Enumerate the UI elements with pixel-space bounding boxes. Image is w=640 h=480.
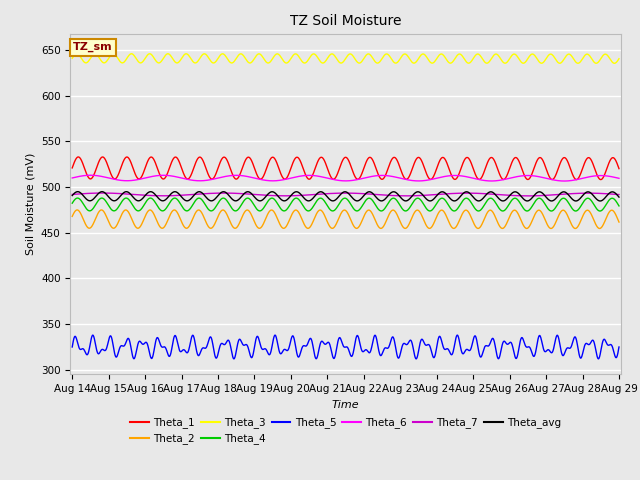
Theta_5 bbox=[454, 332, 461, 338]
Theta_avg bbox=[97, 189, 104, 195]
Theta_4 bbox=[600, 205, 607, 211]
Theta_7 bbox=[68, 192, 76, 197]
Theta_4 bbox=[596, 208, 604, 214]
Theta_avg bbox=[596, 198, 604, 204]
Theta_3 bbox=[499, 59, 507, 65]
Theta_7 bbox=[600, 191, 607, 196]
Theta_6 bbox=[561, 178, 568, 184]
Theta_7 bbox=[96, 190, 104, 196]
Theta_6 bbox=[97, 173, 104, 179]
Y-axis label: Soil Moisture (mV): Soil Moisture (mV) bbox=[26, 153, 35, 255]
Theta_4 bbox=[499, 208, 507, 214]
Theta_1 bbox=[68, 165, 76, 171]
Theta_4 bbox=[600, 206, 607, 212]
Theta_avg bbox=[600, 197, 607, 203]
Theta_3 bbox=[68, 55, 76, 61]
Theta_avg bbox=[68, 192, 76, 198]
Theta_4 bbox=[68, 200, 76, 206]
Theta_4 bbox=[320, 197, 328, 203]
Theta_2 bbox=[74, 207, 81, 213]
Theta_6 bbox=[499, 177, 507, 182]
Theta_6 bbox=[615, 176, 623, 181]
Theta_2 bbox=[600, 221, 607, 227]
Title: TZ Soil Moisture: TZ Soil Moisture bbox=[290, 14, 401, 28]
Theta_5 bbox=[96, 349, 104, 355]
Theta_2 bbox=[499, 226, 507, 231]
Theta_4 bbox=[97, 196, 104, 202]
Theta_7 bbox=[499, 192, 507, 198]
Line: Theta_5: Theta_5 bbox=[72, 335, 619, 359]
Theta_avg bbox=[335, 194, 342, 200]
Line: Theta_3: Theta_3 bbox=[72, 54, 619, 63]
Theta_2 bbox=[68, 214, 76, 219]
Theta_3 bbox=[73, 51, 81, 57]
Theta_5 bbox=[600, 336, 607, 342]
Theta_3 bbox=[600, 52, 607, 58]
Theta_7 bbox=[600, 191, 607, 196]
Theta_5 bbox=[335, 337, 342, 343]
Theta_1 bbox=[600, 174, 607, 180]
Theta_3 bbox=[599, 52, 607, 58]
Theta_1 bbox=[320, 156, 328, 162]
Theta_6 bbox=[86, 172, 94, 178]
Theta_1 bbox=[499, 177, 507, 182]
Theta_2 bbox=[335, 216, 342, 222]
Theta_7 bbox=[99, 190, 106, 196]
Theta_1 bbox=[74, 154, 82, 160]
Theta_1 bbox=[615, 166, 623, 171]
Text: TZ_sm: TZ_sm bbox=[73, 42, 113, 52]
Line: Theta_1: Theta_1 bbox=[72, 157, 619, 180]
Theta_2 bbox=[615, 219, 623, 225]
Theta_6 bbox=[335, 178, 342, 183]
Theta_4 bbox=[74, 195, 81, 201]
Theta_7 bbox=[524, 193, 532, 199]
Theta_avg bbox=[74, 189, 81, 194]
Theta_3 bbox=[97, 57, 104, 62]
Theta_1 bbox=[600, 174, 607, 180]
Theta_avg bbox=[600, 196, 607, 202]
Theta_5 bbox=[499, 339, 507, 345]
Theta_5 bbox=[68, 344, 76, 350]
Theta_6 bbox=[320, 174, 328, 180]
Theta_7 bbox=[335, 190, 342, 196]
Legend: Theta_1, Theta_2, Theta_3, Theta_4, Theta_5, Theta_6, Theta_7, Theta_avg: Theta_1, Theta_2, Theta_3, Theta_4, Thet… bbox=[130, 417, 561, 444]
Theta_3 bbox=[615, 56, 623, 61]
Theta_avg bbox=[320, 190, 328, 196]
Theta_avg bbox=[615, 194, 623, 200]
Line: Theta_7: Theta_7 bbox=[72, 193, 619, 196]
Theta_5 bbox=[600, 337, 607, 343]
Line: Theta_2: Theta_2 bbox=[72, 210, 619, 228]
Theta_5 bbox=[230, 356, 237, 362]
Theta_1 bbox=[597, 177, 605, 182]
Theta_2 bbox=[600, 222, 607, 228]
Theta_3 bbox=[320, 60, 328, 66]
Line: Theta_6: Theta_6 bbox=[72, 175, 619, 181]
Theta_1 bbox=[335, 168, 342, 174]
Theta_3 bbox=[611, 60, 618, 66]
Theta_3 bbox=[335, 59, 342, 64]
Theta_1 bbox=[97, 156, 104, 162]
Theta_avg bbox=[499, 198, 507, 204]
Line: Theta_avg: Theta_avg bbox=[72, 192, 619, 201]
Theta_4 bbox=[335, 203, 342, 208]
X-axis label: Time: Time bbox=[332, 400, 360, 409]
Theta_2 bbox=[320, 211, 328, 217]
Line: Theta_4: Theta_4 bbox=[72, 198, 619, 211]
Theta_7 bbox=[615, 192, 623, 197]
Theta_2 bbox=[97, 207, 104, 213]
Theta_6 bbox=[68, 175, 76, 181]
Theta_6 bbox=[600, 173, 607, 179]
Theta_5 bbox=[320, 340, 328, 346]
Theta_5 bbox=[615, 344, 623, 350]
Theta_6 bbox=[600, 173, 607, 179]
Theta_2 bbox=[596, 226, 604, 231]
Theta_4 bbox=[615, 203, 623, 209]
Theta_7 bbox=[320, 191, 328, 197]
